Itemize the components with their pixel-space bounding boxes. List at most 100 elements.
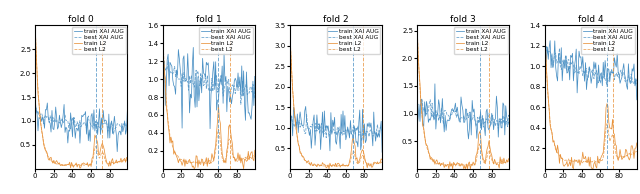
train XAI AUG [180,55,188,57]
train XAI AUG [302,105,310,108]
best XAI AUG [543,46,550,48]
train XAI AUG [208,84,216,87]
Line: best XAI AUG: best XAI AUG [417,100,509,128]
best XAI AUG [436,114,444,117]
train L2 [378,159,386,161]
train L2 [541,20,548,22]
best L2 [307,164,315,166]
Line: train L2: train L2 [163,19,255,169]
best L2 [431,162,439,164]
train L2 [49,162,57,164]
best XAI AUG [500,122,508,124]
train XAI AUG [470,108,478,110]
train XAI AUG [120,126,127,129]
best XAI AUG [207,90,215,92]
best L2 [124,159,131,162]
train XAI AUG [589,70,597,72]
best XAI AUG [214,87,222,90]
best XAI AUG [31,113,39,115]
train XAI AUG [206,127,214,130]
Line: train L2: train L2 [417,27,509,169]
train XAI AUG [308,133,316,136]
best XAI AUG [630,83,638,85]
best L2 [341,165,349,167]
best L2 [506,160,513,163]
Title: fold 2: fold 2 [323,16,349,24]
best XAI AUG [358,140,365,142]
Line: best XAI AUG: best XAI AUG [163,61,255,104]
train XAI AUG [52,117,60,119]
best L2 [78,165,86,167]
train XAI AUG [245,112,253,114]
train L2 [52,159,60,162]
best L2 [558,158,566,160]
best L2 [159,23,166,25]
train XAI AUG [462,108,470,110]
train L2 [251,149,259,151]
train L2 [633,142,640,144]
best L2 [374,163,382,165]
Legend: train XAI AUG, best XAI AUG, train L2, best L2: train XAI AUG, best XAI AUG, train L2, b… [326,27,380,54]
train L2 [247,151,255,154]
best XAI AUG [589,69,597,71]
best L2 [596,160,604,162]
train L2 [190,168,198,170]
best L2 [435,163,442,165]
best L2 [304,161,312,163]
best XAI AUG [124,121,131,124]
best L2 [333,165,341,167]
train L2 [304,160,312,163]
train XAI AUG [500,104,508,106]
train XAI AUG [413,125,421,127]
train L2 [558,157,566,159]
Line: train XAI AUG: train XAI AUG [290,107,382,152]
train L2 [502,162,509,164]
Line: best L2: best L2 [163,24,255,163]
best L2 [52,163,60,165]
best L2 [214,128,222,130]
best XAI AUG [469,116,477,118]
best XAI AUG [372,129,380,132]
train L2 [372,162,380,164]
Line: train L2: train L2 [290,29,382,169]
best L2 [469,163,477,166]
Line: train L2: train L2 [35,23,127,168]
train XAI AUG [113,151,121,153]
train L2 [159,18,166,21]
train XAI AUG [541,55,548,57]
best L2 [578,162,586,165]
Line: best XAI AUG: best XAI AUG [290,114,382,141]
Line: best L2: best L2 [545,23,637,163]
train L2 [506,159,513,161]
Line: best L2: best L2 [417,26,509,166]
best XAI AUG [495,127,502,130]
train L2 [325,168,333,170]
best L2 [207,162,215,164]
train XAI AUG [248,106,256,108]
train L2 [286,28,294,31]
best XAI AUG [109,133,117,135]
train XAI AUG [177,68,184,70]
best XAI AUG [426,99,434,101]
train L2 [335,162,342,164]
best L2 [177,158,184,161]
train XAI AUG [436,105,444,107]
Legend: train XAI AUG, best XAI AUG, train L2, best L2: train XAI AUG, best XAI AUG, train L2, b… [199,27,253,54]
best L2 [244,158,252,161]
best L2 [502,161,509,163]
best L2 [378,162,386,165]
train XAI AUG [286,121,294,123]
best L2 [344,165,351,168]
best L2 [180,159,188,162]
train L2 [80,162,88,164]
best L2 [462,164,470,166]
best XAI AUG [248,91,256,93]
best XAI AUG [32,107,40,109]
train XAI AUG [465,138,472,140]
train L2 [499,163,507,165]
best XAI AUG [462,119,470,121]
train XAI AUG [503,116,511,118]
train L2 [342,164,349,167]
Line: train XAI AUG: train XAI AUG [545,41,637,100]
best L2 [120,159,127,162]
